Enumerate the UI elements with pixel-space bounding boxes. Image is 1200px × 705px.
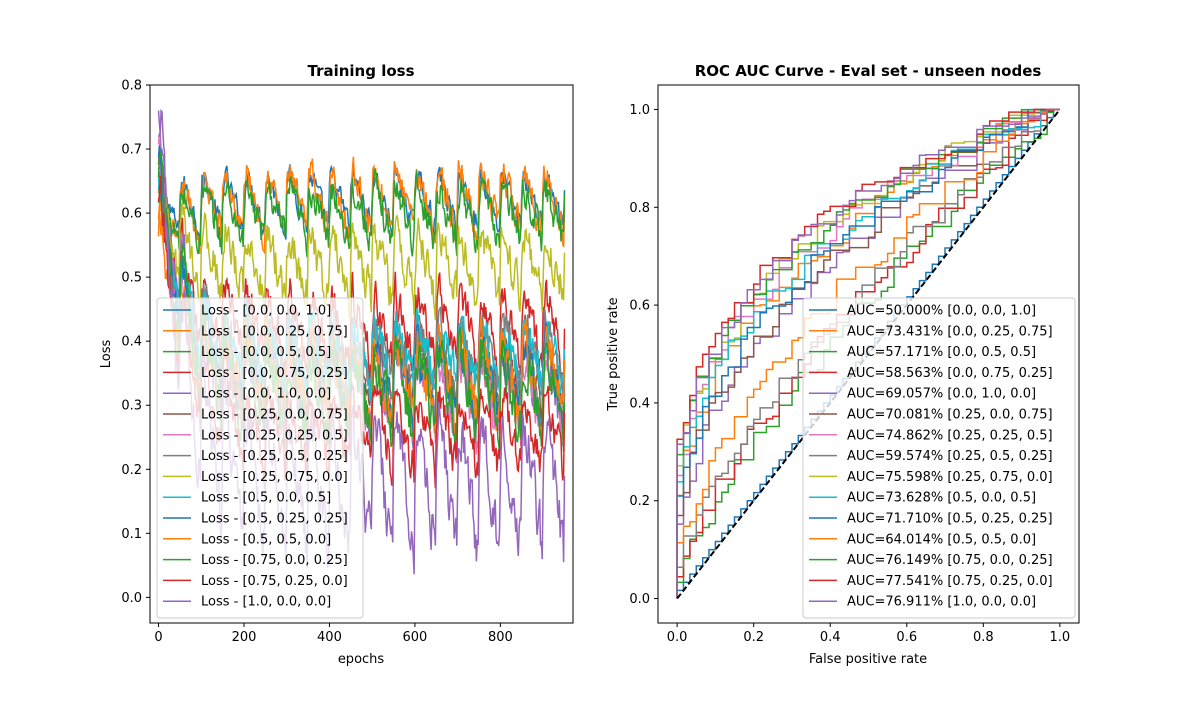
roc-auc-xtick-label: 0.8 [973,630,994,645]
roc-auc-panel: ROC AUC Curve - Eval set - unseen nodes … [606,62,1080,667]
roc-auc-xlabel: False positive rate [809,652,927,667]
training-loss-ytick-label: 0.7 [121,143,142,158]
training-loss-ytick-label: 0.3 [121,399,142,414]
roc-auc-ticks: 0.0 0.2 0.4 0.6 0.8 1.0 0.0 0.2 0.4 0.6 0.8 1.0 [629,103,1070,645]
roc-auc-legend-label: AUC=77.541% [0.75, 0.25, 0.0] [847,574,1053,589]
training-loss-legend-label: Loss - [0.25, 0.0, 0.75] [201,408,348,423]
training-loss-ytick-label: 0.8 [121,79,142,94]
training-loss-ytick-label: 0.1 [121,527,142,542]
roc-auc-xtick-label: 0.2 [743,630,764,645]
roc-auc-legend-box [802,297,1076,619]
training-loss-xtick-label: 600 [402,630,427,645]
roc-auc-legend-label: AUC=64.014% [0.5, 0.5, 0.0] [847,532,1036,547]
training-loss-xtick-label: 0 [154,630,162,645]
roc-auc-series-line [676,108,1060,599]
roc-auc-legend-label: AUC=57.171% [0.0, 0.5, 0.5] [847,345,1036,360]
training-loss-legend-label: Loss - [0.5, 0.25, 0.25] [201,512,348,527]
roc-auc-legend-label: AUC=76.911% [1.0, 0.0, 0.0] [847,595,1036,610]
roc-auc-ytick-label: 0.2 [629,494,650,509]
roc-auc-legend: AUC=50.000% [0.0, 0.0, 1.0] AUC=73.431% [… [802,297,1076,619]
training-loss-legend-box [156,297,364,619]
training-loss-legend-label: Loss - [0.0, 0.25, 0.75] [201,324,348,339]
training-loss-legend-label: Loss - [0.25, 0.5, 0.25] [201,449,348,464]
training-loss-legend-label: Loss - [0.0, 1.0, 0.0] [201,387,331,402]
training-loss-ytick-label: 0.6 [121,207,142,222]
training-loss-legend-label: Loss - [1.0, 0.0, 0.0] [201,595,331,610]
roc-auc-xtick-label: 0.6 [896,630,917,645]
roc-auc-ytick-label: 0.8 [629,201,650,216]
training-loss-xtick-label: 800 [488,630,513,645]
training-loss-series-line [157,168,566,258]
training-loss-title: Training loss [307,62,414,80]
training-loss-legend-label: Loss - [0.5, 0.0, 0.5] [201,491,331,506]
roc-auc-ytick-label: 0.4 [629,396,650,411]
training-loss-ytick-label: 0.4 [121,335,142,350]
roc-auc-legend-label: AUC=71.710% [0.5, 0.25, 0.25] [847,512,1053,527]
roc-auc-xtick-label: 0.0 [667,630,688,645]
training-loss-legend-label: Loss - [0.25, 0.75, 0.0] [201,470,348,485]
roc-auc-legend-label: AUC=59.574% [0.25, 0.5, 0.25] [847,449,1053,464]
training-loss-xtick-label: 400 [317,630,342,645]
training-loss-legend-label: Loss - [0.0, 0.0, 1.0] [201,304,331,319]
training-loss-legend-label: Loss - [0.75, 0.25, 0.0] [201,574,348,589]
roc-auc-ytick-label: 0.6 [629,299,650,314]
training-loss-series-line [157,183,566,321]
roc-auc-legend-label: AUC=58.563% [0.0, 0.75, 0.25] [847,366,1053,381]
training-loss-legend-label: Loss - [0.75, 0.0, 0.25] [201,553,348,568]
roc-auc-xtick-label: 0.4 [820,630,841,645]
training-loss-legend-label: Loss - [0.5, 0.5, 0.0] [201,532,331,547]
roc-auc-legend-label: AUC=73.431% [0.0, 0.25, 0.75] [847,324,1053,339]
roc-auc-series-line [676,108,1060,599]
roc-auc-legend-label: AUC=69.057% [0.0, 1.0, 0.0] [847,387,1036,402]
roc-auc-legend-label: AUC=70.081% [0.25, 0.0, 0.75] [847,408,1053,423]
roc-auc-ylabel: True positive rate [606,297,621,411]
roc-auc-series-line [676,108,1060,599]
roc-auc-ytick-label: 0.0 [629,592,650,607]
training-loss-xtick-label: 200 [232,630,257,645]
training-loss-xlabel: epochs [338,652,385,667]
training-loss-ytick-label: 0.2 [121,463,142,478]
training-loss-frame [149,84,574,624]
roc-auc-legend-label: AUC=75.598% [0.25, 0.75, 0.0] [847,470,1053,485]
training-loss-legend-label: Loss - [0.25, 0.25, 0.5] [201,428,348,443]
roc-auc-legend-label: AUC=76.149% [0.75, 0.0, 0.25] [847,553,1053,568]
roc-auc-series-line [676,108,1060,599]
training-loss-legend: Loss - [0.0, 0.0, 1.0] Loss - [0.0, 0.25,… [156,297,364,619]
training-loss-panel: Training loss 0 200 400 600 8000.00.10.20.30… [99,62,574,667]
training-loss-legend-label: Loss - [0.0, 0.75, 0.25] [201,366,348,381]
roc-auc-xtick-label: 1.0 [1050,630,1071,645]
training-loss-ticks: 0 200 400 600 800 0.0 0.1 0.2 0.3 0.4 0.5 0.6 0.7 0.8 [121,79,512,646]
roc-auc-title: ROC AUC Curve - Eval set - unseen nodes [695,62,1042,80]
roc-auc-frame [657,84,1080,624]
roc-auc-ytick-label: 1.0 [629,103,650,118]
training-loss-ytick-label: 0.5 [121,271,142,286]
roc-auc-legend-label: AUC=73.628% [0.5, 0.0, 0.5] [847,491,1036,506]
training-loss-ytick-label: 0.0 [121,591,142,606]
roc-auc-legend-label: AUC=74.862% [0.25, 0.25, 0.5] [847,428,1053,443]
training-loss-ylabel: Loss [99,340,114,369]
roc-auc-legend-label: AUC=50.000% [0.0, 0.0, 1.0] [847,304,1036,319]
roc-auc-series-line [676,108,1060,599]
training-loss-legend-label: Loss - [0.0, 0.5, 0.5] [201,345,331,360]
